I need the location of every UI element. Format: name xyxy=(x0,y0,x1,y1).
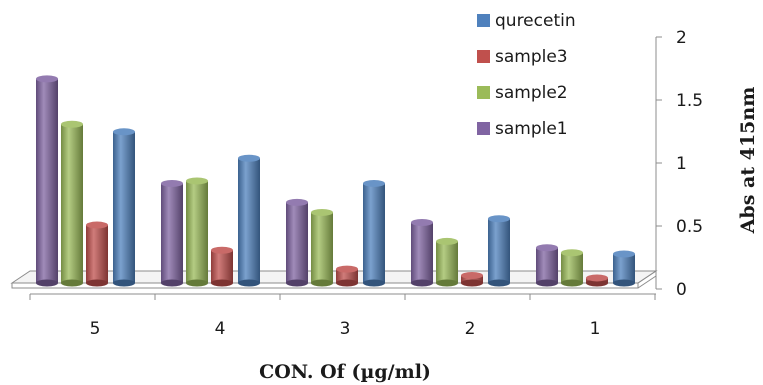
bar-sample2-3 xyxy=(311,208,333,287)
bar-sample2-2 xyxy=(436,237,458,287)
x-tick-label: 4 xyxy=(215,319,226,339)
bar-sample1-2 xyxy=(411,219,433,287)
legend-item-sample2: sample2 xyxy=(477,83,568,103)
x-axis-title: CON. Of (µg/ml) xyxy=(259,361,431,383)
bar-sample3-1 xyxy=(586,274,608,287)
bar-sample3-4 xyxy=(211,246,233,287)
y-tick-label: 0.5 xyxy=(676,217,703,237)
legend-label: qurecetin xyxy=(495,11,576,31)
bar-qurecetin-5 xyxy=(113,128,135,287)
legend: qurecetin sample3 sample2 sample1 xyxy=(477,11,576,139)
x-axis: 5 4 3 2 1 xyxy=(29,293,656,339)
x-tick-label: 3 xyxy=(340,319,351,339)
legend-item-sample1: sample1 xyxy=(477,119,568,139)
y-axis: 0 0.5 1 1.5 2 xyxy=(655,28,703,300)
x-tick-label: 1 xyxy=(590,319,601,339)
legend-item-sample3: sample3 xyxy=(477,47,568,67)
bar-sample1-4 xyxy=(161,179,183,287)
bar-qurecetin-3 xyxy=(363,179,385,287)
y-tick-label: 0 xyxy=(676,280,687,300)
bar-qurecetin-1 xyxy=(613,250,635,287)
bar-sample1-3 xyxy=(286,198,308,287)
bar-sample3-2 xyxy=(461,271,483,287)
legend-swatch xyxy=(477,122,490,135)
bar-sample1-5 xyxy=(36,75,58,287)
bar-sample1-1 xyxy=(536,244,558,287)
bar-sample3-5 xyxy=(86,221,108,287)
bar-qurecetin-2 xyxy=(488,215,510,287)
legend-label: sample1 xyxy=(495,119,568,139)
legend-swatch xyxy=(477,50,490,63)
bar-sample2-5 xyxy=(61,120,83,287)
bar-qurecetin-4 xyxy=(238,154,260,287)
legend-swatch xyxy=(477,14,490,27)
y-tick-label: 2 xyxy=(676,28,687,48)
bar-sample2-1 xyxy=(561,249,583,287)
y-tick-label: 1.5 xyxy=(676,91,703,111)
legend-swatch xyxy=(477,86,490,99)
bar-sample3-3 xyxy=(336,265,358,287)
legend-item-qurecetin: qurecetin xyxy=(477,11,576,31)
bars xyxy=(36,75,635,287)
bar-sample2-4 xyxy=(186,177,208,287)
chart-floor xyxy=(10,270,658,289)
legend-label: sample3 xyxy=(495,47,568,67)
y-tick-label: 1 xyxy=(676,154,687,174)
x-tick-label: 2 xyxy=(465,319,476,339)
x-tick-label: 5 xyxy=(90,319,101,339)
legend-label: sample2 xyxy=(495,83,568,103)
y-axis-title: Abs at 415nm xyxy=(737,87,759,235)
